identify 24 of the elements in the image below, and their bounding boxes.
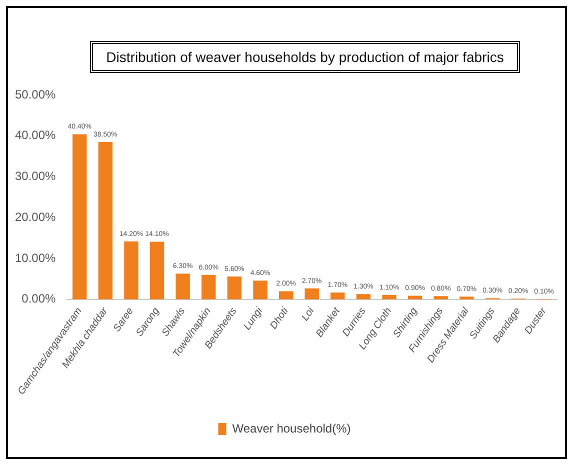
bar	[72, 134, 87, 300]
bar	[382, 294, 396, 300]
legend-label: Weaver household(%)	[232, 421, 351, 436]
bar	[278, 291, 294, 300]
bar	[434, 296, 448, 300]
bar	[460, 296, 474, 300]
y-tick-label: 30.00%	[14, 169, 56, 184]
x-tick-label: Loi	[300, 305, 318, 324]
bar	[98, 142, 113, 300]
bar	[304, 288, 319, 300]
y-tick-label: 40.00%	[14, 128, 56, 142]
bar	[253, 280, 268, 300]
bar	[202, 274, 216, 300]
bar	[176, 274, 190, 300]
y-tick-label: 50.00%	[14, 87, 56, 102]
bar	[227, 276, 242, 300]
y-tick-label: 0.00%	[22, 292, 56, 306]
bar	[356, 294, 371, 300]
chart-title: Distribution of weaver households by production of major fabrics	[90, 41, 520, 73]
y-tick-label: 10.00%	[14, 250, 56, 265]
y-tick-label: 20.00%	[14, 210, 56, 224]
bar	[330, 292, 345, 300]
bar	[124, 241, 138, 300]
bar	[150, 242, 164, 300]
